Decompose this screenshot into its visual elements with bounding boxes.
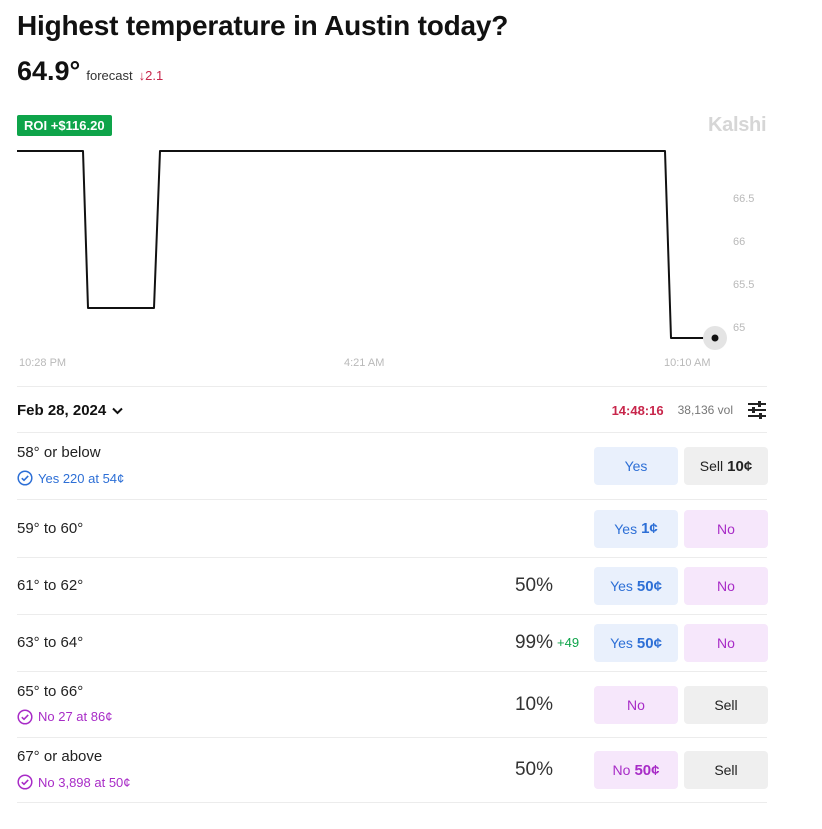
button-label: No [627,696,645,713]
position-text: Yes 220 at 54¢ [38,470,125,486]
market-label: 65° to 66° [17,682,84,700]
chance-percent: 99% [514,632,553,653]
y-tick-65-5: 65.5 [733,279,754,291]
market-row: 65° to 66° No 27 at 86¢ 10% No Sell [17,672,768,738]
divider [17,671,767,672]
y-tick-65: 65 [733,322,745,334]
market-row: 59° to 60° Yes 1¢ No [17,500,768,558]
volume-label: 38,136 vol [677,403,733,417]
date-label: Feb 28, 2024 [17,401,107,419]
button-label: No [717,520,735,537]
yes-button[interactable]: Yes 50¢ [594,567,678,605]
no-button[interactable]: No [594,685,678,724]
sell-button[interactable]: Sell 10¢ [684,447,768,485]
button-price: 1¢ [641,520,658,537]
y-tick-66: 66 [733,236,745,248]
chevron-down-icon [112,402,123,419]
market-label: 67° or above [17,748,103,765]
forecast-change: ↓2.1 [138,68,164,83]
divider [17,432,767,433]
no-button[interactable]: No [684,624,768,662]
button-price: 50¢ [636,634,662,652]
market-row: 63° to 64° 99% +49 Yes 50¢ No [17,615,768,672]
current-point [711,334,719,342]
position-info: No 27 at 86¢ [17,708,113,725]
button-label: Yes [610,635,633,651]
no-button[interactable]: No 50¢ [594,751,678,789]
position-text: No 3,898 at 50¢ [38,774,131,790]
market-label: 58° or below [17,444,101,461]
button-label: Sell [714,696,738,713]
market-label: 63° to 64° [17,634,84,651]
kalshi-logo: Kalshi [708,114,767,136]
market-row: 67° or above No 3,898 at 50¢ 50% No 50¢ Sell [17,738,768,803]
forecast-label: forecast [86,68,133,83]
forecast-line [17,150,715,339]
divider [17,386,767,387]
yes-button[interactable]: Yes 1¢ [594,509,678,548]
page-title: Highest temperature in Austin today? [17,10,509,41]
button-label: No [717,635,735,651]
check-circle-icon [17,774,38,790]
check-circle-icon [17,470,38,486]
countdown-timer: 14:48:16 [611,402,664,418]
button-label: Yes [624,458,648,474]
price-row: 64.9° forecast ↓2.1 [17,56,163,87]
chance-change: +49 [557,635,580,650]
price-chart[interactable]: 66.5 66 65.5 65 10:28 PM 4:21 AM 10:10 A… [0,140,780,375]
position-info: No 3,898 at 50¢ [17,774,131,790]
position-text: No 27 at 86¢ [38,709,113,724]
no-button[interactable]: No [684,567,768,605]
x-tick-end: 10:10 AM [664,357,710,369]
filter-sliders-icon[interactable] [747,400,767,420]
y-tick-66-5: 66.5 [733,193,754,205]
button-price: 50¢ [634,761,660,779]
x-tick-start: 10:28 PM [19,357,66,369]
position-info: Yes 220 at 54¢ [17,470,124,486]
button-label: Sell [699,458,724,474]
sell-button[interactable]: Sell [684,751,768,789]
button-price: 50¢ [636,577,662,595]
yes-button[interactable]: Yes 50¢ [594,624,678,662]
market-row: 58° or below Yes 220 at 54¢ Yes Sell 10¢ [17,433,768,500]
roi-badge: ROI +$116.20 [17,115,112,136]
check-circle-icon [17,708,38,725]
divider [17,499,767,500]
chance-percent: 50% [514,759,553,780]
button-label: No [612,762,631,778]
no-button[interactable]: No [684,509,768,548]
divider [17,737,767,738]
divider [17,614,767,615]
divider [17,802,767,803]
yes-button[interactable]: Yes [594,447,678,485]
market-label: 59° to 60° [17,519,84,537]
button-label: Yes [614,520,638,537]
divider [17,557,767,558]
market-row: 61° to 62° 50% Yes 50¢ No [17,558,768,615]
current-forecast-value: 64.9° [17,56,81,86]
button-label: Sell [714,762,738,778]
button-label: No [717,578,735,594]
button-label: Yes [610,578,633,594]
x-tick-middle: 4:21 AM [344,357,384,369]
date-selector[interactable]: Feb 28, 2024 [17,402,123,419]
market-label: 61° to 62° [17,577,84,594]
chance-percent: 50% [514,575,553,596]
chance-percent: 10% [514,693,553,715]
market-toolbar: Feb 28, 2024 14:48:16 38,136 vol [17,388,767,432]
sell-button[interactable]: Sell [684,685,768,724]
button-price: 10¢ [727,457,753,475]
